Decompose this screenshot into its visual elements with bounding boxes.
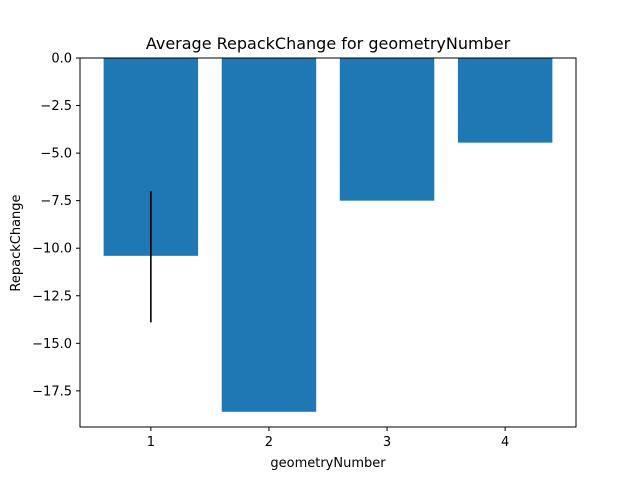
y-tick-label: −5.0 xyxy=(40,147,72,162)
chart-title: Average RepackChange for geometryNumber xyxy=(146,34,511,53)
bars-layer xyxy=(103,58,553,412)
x-tick-label: 2 xyxy=(265,435,273,450)
ticks-layer: 0.0 −2.5 −5.0 −7.5 −10.0 −12.5 −15.0 −17.5 1 2 3 4 xyxy=(32,52,509,451)
y-tick-label: −2.5 xyxy=(40,99,72,114)
x-axis-label: geometryNumber xyxy=(270,456,386,471)
x-tick-label: 3 xyxy=(383,435,391,450)
bar-2 xyxy=(221,58,317,412)
bar-4 xyxy=(457,58,553,143)
y-tick-label: 0.0 xyxy=(51,52,72,67)
plot-frame xyxy=(79,57,577,428)
y-tick-label: −7.5 xyxy=(40,194,72,209)
y-axis-label: RepackChange xyxy=(9,194,24,291)
y-tick-label: −10.0 xyxy=(32,242,72,257)
x-tick-label: 1 xyxy=(147,435,155,450)
y-tick-label: −17.5 xyxy=(32,384,72,399)
y-tick-label: −12.5 xyxy=(32,289,72,304)
axes-layer xyxy=(79,57,577,428)
bar-3 xyxy=(339,58,435,201)
y-tick-label: −15.0 xyxy=(32,337,72,352)
x-tick-label: 4 xyxy=(501,435,509,450)
